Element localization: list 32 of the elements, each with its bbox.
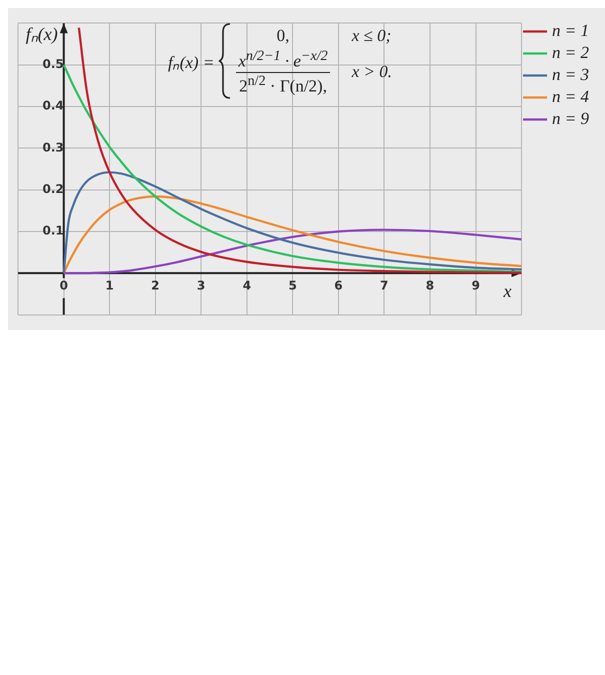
- y-tick-label: 0.3: [42, 140, 64, 154]
- annotation: 2$^{n/2}$ · Γ(n/2),: [239, 72, 327, 96]
- y-tick-label: 0.5: [42, 56, 64, 71]
- legend-label: n = 4: [552, 86, 590, 106]
- annotation: x ≤ 0;: [352, 26, 392, 46]
- legend-label: n = 2: [552, 42, 590, 62]
- x-tick-label: 4: [242, 278, 252, 292]
- x-tick-label: 0: [60, 278, 68, 292]
- x-tick-label: 1: [105, 278, 114, 292]
- x-axis-title: x: [502, 280, 512, 301]
- y-tick-label: 0.1: [42, 224, 64, 238]
- y-tick-label: 0.4: [42, 98, 64, 113]
- x-tick-label: 8: [426, 278, 434, 292]
- x-tick-label: 5: [288, 278, 297, 292]
- y-tick-label: 0.2: [42, 182, 64, 196]
- annotation: fₙ(x) =: [168, 52, 214, 72]
- line-series: [62, 195, 522, 274]
- line-series: [78, 26, 522, 274]
- line-series: [62, 171, 522, 274]
- legend-label: n = 1: [552, 20, 590, 40]
- x-tick-label: 3: [196, 278, 206, 292]
- x-tick-label: 9: [472, 278, 480, 292]
- legend-label: n = 9: [552, 108, 590, 128]
- annotation: x > 0.: [352, 62, 392, 82]
- annotation: 0,: [276, 26, 290, 46]
- x-tick-label: 2: [151, 278, 160, 292]
- y-axis-title: fₙ(x): [26, 24, 58, 44]
- annotation: x$^{n/2−1}$ · e$^{−x/2}$: [236, 48, 330, 72]
- line-series: [62, 228, 522, 274]
- x-tick-label: 7: [380, 278, 388, 292]
- x-tick-label: 6: [334, 278, 343, 292]
- legend-label: n = 3: [552, 64, 590, 84]
